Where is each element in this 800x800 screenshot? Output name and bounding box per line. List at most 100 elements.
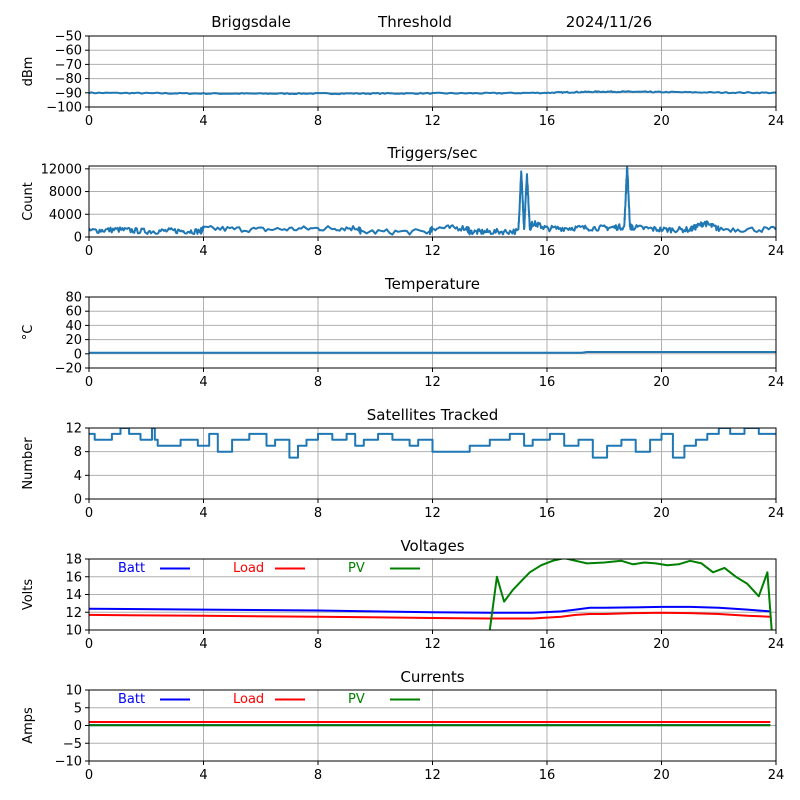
x-tick-label: 8: [314, 244, 322, 259]
x-tick-label: 0: [85, 637, 93, 652]
x-tick-label: 24: [768, 244, 785, 259]
x-tick-label: 12: [424, 114, 441, 129]
x-tick-label: 20: [653, 637, 670, 652]
y-tick-label: 40: [65, 319, 82, 334]
chart-title: Triggers/sec: [387, 144, 478, 162]
y-tick-label: 0: [74, 493, 82, 508]
y-axis-label: Count: [21, 182, 36, 221]
y-tick-label: 12000: [41, 162, 82, 177]
x-tick-label: 24: [768, 375, 785, 390]
chart-triggers: 0 4 8 12 16 20 24 0 4000 8000 12000 Triggers/sec Cou…: [21, 144, 784, 259]
x-tick-label: 16: [539, 244, 556, 259]
y-tick-label: 0: [74, 231, 82, 246]
header-station: Briggsdale: [211, 13, 291, 31]
y-tick-label: 60: [65, 305, 82, 320]
y-tick-label: −20: [55, 362, 82, 377]
y-tick-label: −90: [55, 86, 82, 101]
x-tick-label: 4: [199, 506, 207, 521]
x-tick-label: 20: [653, 114, 670, 129]
chart-currents: 0 4 8 12 16 20 24 −10 −5 0 5 10 Currents Amps Batt Load…: [21, 668, 784, 783]
header-mode: Threshold: [377, 13, 452, 31]
x-tick-label: 4: [199, 244, 207, 259]
x-tick-label: 8: [314, 768, 322, 783]
y-tick-label: 14: [65, 588, 82, 603]
legend-label-pv: PV: [348, 692, 365, 707]
x-tick-label: 12: [424, 768, 441, 783]
y-tick-label: 10: [65, 684, 82, 699]
x-tick-label: 20: [653, 244, 670, 259]
x-tick-label: 4: [199, 375, 207, 390]
y-tick-label: 20: [65, 333, 82, 348]
x-tick-label: 0: [85, 506, 93, 521]
header-date: 2024/11/26: [566, 13, 652, 31]
y-axis-label: °C: [21, 325, 36, 341]
y-tick-label: 16: [65, 570, 82, 585]
chart-threshold: 0 4 8 12 16 20 24 −100−90−80−70−60−50 dBm: [21, 30, 784, 130]
chart-title: Temperature: [384, 275, 480, 293]
series-line-pv: [488, 559, 773, 630]
x-tick-label: 12: [424, 506, 441, 521]
x-tick-label: 8: [314, 637, 322, 652]
y-tick-label: −80: [55, 72, 82, 87]
y-tick-label: 80: [65, 291, 82, 306]
x-tick-label: 20: [653, 768, 670, 783]
y-tick-label: −100: [46, 101, 82, 116]
legend-label-batt: Batt: [118, 561, 145, 576]
x-tick-label: 12: [424, 244, 441, 259]
x-tick-label: 20: [653, 375, 670, 390]
series-line-temperature: [89, 351, 776, 354]
chart-title: Voltages: [400, 537, 464, 555]
chart-voltages: 0 4 8 12 16 20 24 10 12 14 16 18 Voltages Volts Batt Lo…: [21, 537, 784, 652]
x-tick-label: 0: [85, 244, 93, 259]
y-tick-label: 8000: [49, 185, 82, 200]
x-tick-label: 0: [85, 375, 93, 390]
y-tick-label: 18: [65, 553, 82, 568]
x-tick-label: 16: [539, 637, 556, 652]
x-tick-label: 16: [539, 768, 556, 783]
y-tick-label: 12: [65, 606, 82, 621]
y-tick-label: 5: [74, 701, 82, 716]
y-axis-label: dBm: [21, 57, 36, 87]
y-tick-label: −10: [55, 755, 82, 770]
legend-label-batt: Batt: [118, 692, 145, 707]
x-tick-label: 4: [199, 768, 207, 783]
y-tick-label: 10: [65, 624, 82, 639]
x-tick-label: 16: [539, 506, 556, 521]
series-line-triggers: [89, 166, 776, 236]
x-tick-label: 0: [85, 114, 93, 129]
x-tick-label: 24: [768, 637, 785, 652]
y-tick-label: 4: [74, 469, 82, 484]
x-tick-label: 12: [424, 637, 441, 652]
y-tick-label: 8: [74, 445, 82, 460]
series-group: [89, 721, 771, 727]
y-tick-label: −60: [55, 44, 82, 59]
y-tick-label: 0: [74, 719, 82, 734]
x-tick-label: 24: [768, 768, 785, 783]
y-tick-label: −50: [55, 30, 82, 45]
x-tick-label: 8: [314, 506, 322, 521]
x-tick-label: 8: [314, 114, 322, 129]
chart-satellites: 0 4 8 12 16 20 24 0 4 8 12 Satellites Tracked Number: [21, 406, 784, 521]
x-tick-label: 4: [199, 637, 207, 652]
series-group: [89, 351, 776, 354]
legend-label-load: Load: [233, 561, 264, 576]
x-tick-label: 0: [85, 768, 93, 783]
legend-label-load: Load: [233, 692, 264, 707]
x-tick-label: 16: [539, 375, 556, 390]
y-tick-label: 0: [74, 347, 82, 362]
y-axis-label: Number: [21, 437, 36, 490]
series-line-satellites: [89, 428, 776, 459]
x-tick-label: 20: [653, 506, 670, 521]
x-tick-label: 8: [314, 375, 322, 390]
y-tick-label: 4000: [49, 208, 82, 223]
series-group: [89, 166, 776, 236]
y-tick-label: −70: [55, 58, 82, 73]
series-line-batt: [89, 605, 771, 614]
x-tick-label: 12: [424, 375, 441, 390]
y-tick-label: −5: [63, 737, 82, 752]
series-line-load: [89, 611, 771, 620]
x-tick-label: 24: [768, 114, 785, 129]
